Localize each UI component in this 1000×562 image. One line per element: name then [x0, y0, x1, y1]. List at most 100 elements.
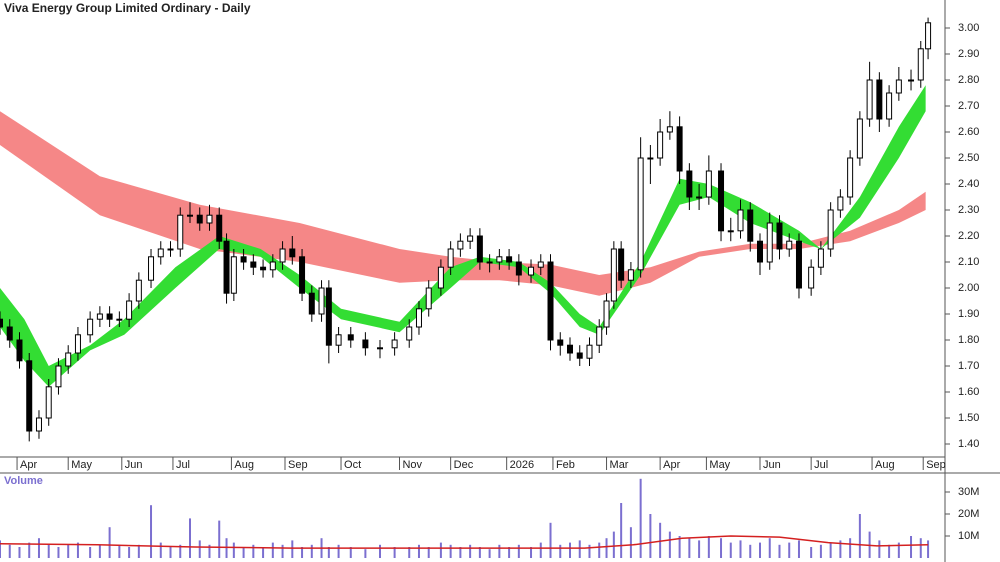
candle-body — [925, 22, 932, 50]
y-tick-label: 20M — [958, 508, 979, 520]
candle-body — [250, 261, 257, 268]
volume-bar — [310, 544, 313, 558]
candle-body — [289, 248, 296, 258]
y-tick-label: 2.10 — [958, 256, 979, 268]
candle-body — [65, 352, 72, 367]
chart-title: Viva Energy Group Limited Ordinary - Dai… — [4, 1, 251, 15]
volume-bar — [208, 544, 211, 558]
volume-bar — [198, 540, 201, 558]
volume-bar — [559, 544, 562, 558]
candle-body — [817, 248, 824, 268]
candle-body — [279, 248, 286, 263]
candle-body — [908, 79, 915, 82]
candle-body — [847, 157, 854, 198]
volume-bar — [749, 544, 752, 558]
volume-bar — [839, 540, 842, 558]
candle-body — [596, 326, 603, 346]
volume-bar — [612, 531, 615, 558]
y-tick-label: 2.80 — [958, 74, 979, 86]
candle-body — [148, 256, 155, 281]
candle-body — [87, 318, 94, 336]
volume-bar — [539, 542, 542, 558]
y-tick-label: 2.50 — [958, 152, 979, 164]
volume-bar — [888, 544, 891, 558]
candle-body — [299, 256, 306, 294]
candle-body — [106, 313, 113, 320]
x-tick-label: Apr — [20, 459, 37, 471]
volume-bar — [768, 538, 771, 558]
volume-bar — [469, 544, 472, 558]
y-tick-label: 3.00 — [958, 22, 979, 34]
y-tick-label: 10M — [958, 530, 979, 542]
candle-body — [876, 79, 883, 120]
volume-bar — [159, 542, 162, 558]
volume-bar — [150, 505, 153, 558]
volume-title: Volume — [4, 475, 43, 487]
volume-bar — [919, 538, 922, 558]
volume-bar — [379, 544, 381, 558]
candle-body — [837, 196, 844, 211]
volume-bar — [18, 547, 21, 558]
volume-bar — [598, 542, 601, 558]
volume-bar — [698, 540, 701, 558]
y-tick-label: 2.90 — [958, 48, 979, 60]
candle-body — [45, 386, 52, 419]
volume-bar — [252, 544, 255, 558]
volume-bar — [530, 547, 533, 558]
candle-body — [437, 266, 444, 289]
candle-body — [637, 157, 644, 271]
candle-body — [196, 214, 203, 224]
volume-bar — [89, 547, 92, 558]
volume-bar — [262, 547, 265, 558]
candle-body — [325, 287, 332, 346]
volume-bar — [720, 538, 723, 558]
candle-body — [55, 365, 62, 388]
volume-bar — [688, 538, 691, 558]
x-tick-label: Sep — [926, 459, 946, 471]
volume-bar — [393, 547, 396, 558]
volume-bar — [849, 538, 852, 558]
volume-bar — [878, 540, 881, 558]
volume-average — [0, 535, 929, 549]
candle-body — [35, 417, 42, 432]
volume-bar — [118, 544, 121, 558]
volume-bar — [897, 542, 900, 558]
volume-bar — [47, 544, 50, 558]
volume-bar — [0, 540, 1, 558]
candle-body — [567, 344, 573, 354]
candle-body — [696, 196, 703, 199]
volume-bar — [639, 478, 642, 558]
volume-bar — [232, 542, 235, 558]
candle-body — [610, 248, 617, 302]
y-tick-label: 1.70 — [958, 360, 979, 372]
x-tick-label: Aug — [875, 459, 895, 471]
x-tick-label: Apr — [663, 459, 680, 471]
candle-body — [537, 261, 544, 268]
volume-bar — [810, 547, 813, 558]
volume-bar — [408, 547, 411, 558]
volume-bar — [179, 544, 182, 558]
x-tick-label: Feb — [556, 459, 575, 471]
candle-body — [496, 256, 503, 263]
volume-bar — [291, 540, 294, 558]
volume-bar — [778, 544, 781, 558]
volume-bar — [549, 522, 552, 558]
x-tick-label: Jul — [176, 459, 190, 471]
x-tick-label: May — [71, 459, 92, 471]
candle-body — [240, 256, 247, 263]
candle-body — [647, 157, 654, 160]
candle-body — [6, 326, 13, 341]
volume-bar — [218, 520, 221, 558]
volume-bar — [242, 547, 245, 558]
volume-bar — [459, 547, 462, 558]
volume-bar — [98, 544, 101, 558]
candle-body — [786, 240, 793, 250]
volume-bar — [67, 544, 70, 558]
candle-body — [727, 230, 734, 233]
candle-body — [467, 235, 474, 242]
x-tick-label: Jun — [125, 459, 143, 471]
candle-body — [718, 170, 725, 232]
volume-bar — [739, 540, 742, 558]
y-tick-label: 1.50 — [958, 412, 979, 424]
